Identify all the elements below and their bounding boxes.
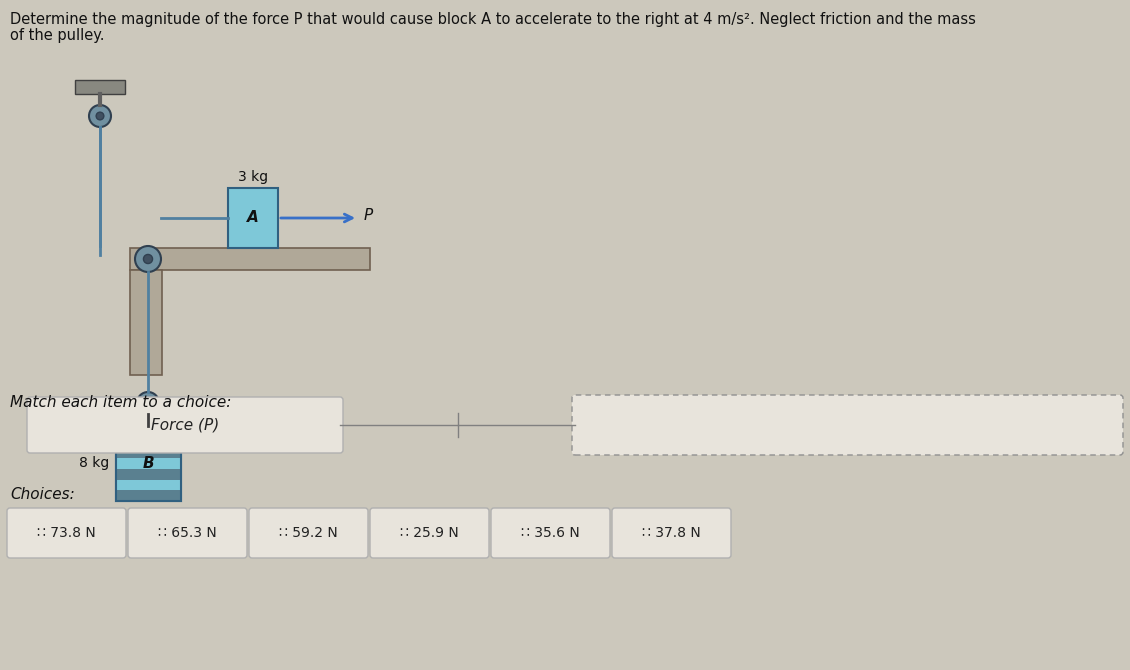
Bar [115,426,181,437]
Circle shape [134,246,160,272]
Bar [115,426,181,501]
Bar [115,426,181,501]
Text: ∷ 35.6 N: ∷ 35.6 N [521,526,580,540]
Text: B: B [142,456,154,471]
Text: Match each item to a choice:: Match each item to a choice: [10,395,232,410]
Bar [130,248,370,270]
Bar [75,80,125,94]
Text: 8 kg: 8 kg [79,456,110,470]
Bar [115,437,181,448]
FancyBboxPatch shape [27,397,344,453]
Bar [115,458,181,469]
FancyBboxPatch shape [492,508,610,558]
Text: ∷ 59.2 N: ∷ 59.2 N [279,526,338,540]
Bar [115,469,181,480]
Text: Determine the magnitude of the force P that would cause block A to accelerate to: Determine the magnitude of the force P t… [10,12,976,27]
Text: ∷ 25.9 N: ∷ 25.9 N [400,526,459,540]
Circle shape [89,105,111,127]
FancyBboxPatch shape [370,508,489,558]
FancyBboxPatch shape [128,508,247,558]
Text: ∷ 65.3 N: ∷ 65.3 N [158,526,217,540]
Polygon shape [144,421,153,426]
FancyBboxPatch shape [572,395,1123,455]
Circle shape [137,392,159,414]
Bar [115,490,181,501]
FancyBboxPatch shape [7,508,127,558]
Text: of the pulley.: of the pulley. [10,28,104,43]
Text: P: P [364,208,373,224]
FancyBboxPatch shape [612,508,731,558]
Circle shape [145,399,151,407]
Bar [115,448,181,458]
Text: ∷ 37.8 N: ∷ 37.8 N [642,526,701,540]
Text: Choices:: Choices: [10,487,75,502]
Circle shape [144,255,153,263]
FancyBboxPatch shape [249,508,368,558]
Bar [228,188,278,248]
Bar [130,270,162,375]
Text: 3 kg: 3 kg [238,170,268,184]
Text: ∷ 73.8 N: ∷ 73.8 N [37,526,96,540]
Bar [115,480,181,490]
Text: A: A [247,210,259,226]
Text: Force (P): Force (P) [151,417,219,433]
Circle shape [96,112,104,120]
